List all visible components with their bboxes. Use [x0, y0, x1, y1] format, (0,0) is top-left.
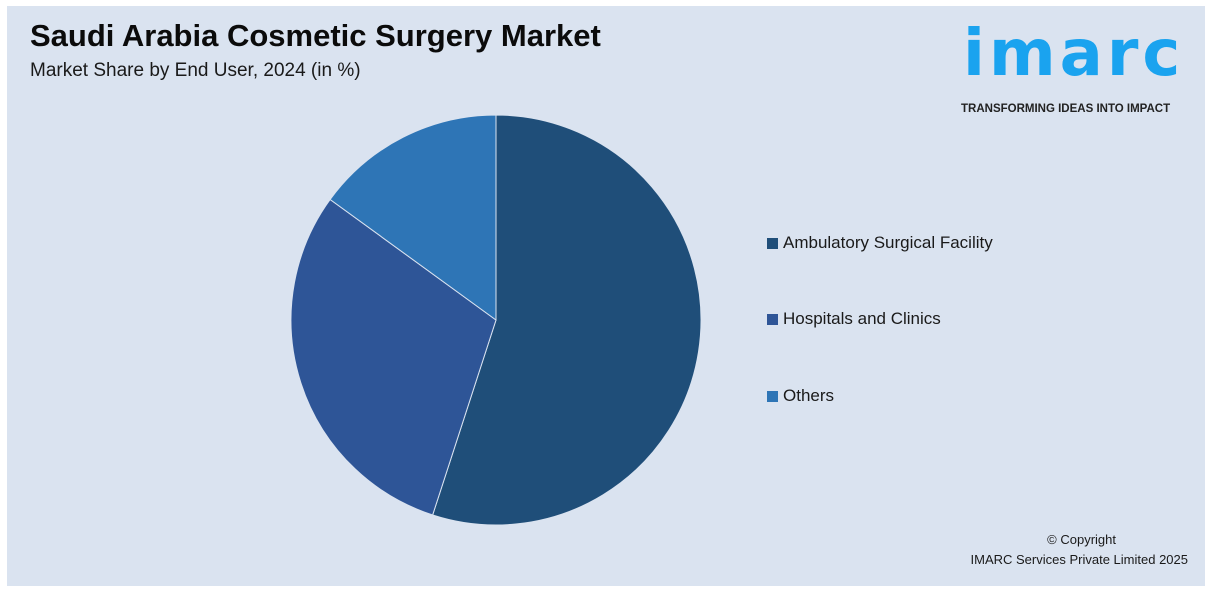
- logo-tagline: TRANSFORMING IDEAS INTO IMPACT: [961, 103, 1171, 115]
- copyright-notice: © Copyright IMARC Services Private Limit…: [971, 530, 1188, 570]
- logo-wordmark: imarc: [963, 17, 1185, 91]
- legend-swatch: [767, 313, 778, 325]
- legend-item-ambulatory: Ambulatory Surgical Facility: [767, 233, 993, 253]
- imarc-logo: imarc TRANSFORMING IDEAS INTO IMPACT: [955, 8, 1200, 120]
- legend-item-hospitals: Hospitals and Clinics: [767, 309, 941, 329]
- legend-swatch: [767, 390, 778, 402]
- legend-label: Ambulatory Surgical Facility: [783, 233, 993, 252]
- pie-slice-ambulatory-surgical-facility: [432, 114, 702, 526]
- legend-swatch: [767, 237, 778, 249]
- chart-subtitle: Market Share by End User, 2024 (in %): [30, 60, 361, 81]
- copyright-label: © Copyright: [1047, 532, 1116, 547]
- copyright-company: IMARC Services Private Limited 2025: [970, 552, 1188, 567]
- pie-slice-others: [329, 114, 497, 321]
- chart-title: Saudi Arabia Cosmetic Surgery Market: [30, 18, 601, 53]
- legend-label: Hospitals and Clinics: [783, 309, 941, 328]
- legend-label: Others: [783, 386, 835, 405]
- pie-slice-hospitals-and-clinics: [290, 198, 497, 516]
- legend-item-others: Others: [767, 386, 834, 406]
